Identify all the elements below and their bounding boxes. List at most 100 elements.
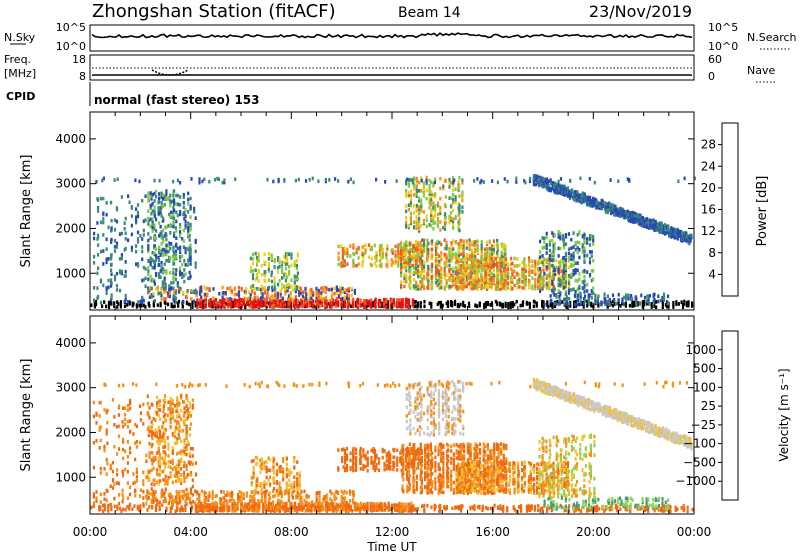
echo-cell bbox=[551, 258, 554, 262]
echo-cell bbox=[384, 180, 387, 184]
echo-cell bbox=[583, 236, 586, 240]
echo-cell bbox=[606, 299, 609, 304]
echo-cell bbox=[400, 245, 403, 249]
echo-cell bbox=[579, 294, 582, 299]
echo-cell bbox=[562, 245, 566, 250]
echo-cell bbox=[460, 285, 463, 289]
echo-cell bbox=[488, 270, 491, 275]
echo-cell bbox=[203, 504, 206, 509]
echo-cell bbox=[432, 183, 435, 188]
echo-cell bbox=[439, 503, 442, 508]
echo-cell bbox=[512, 505, 515, 509]
echo-cell bbox=[257, 302, 260, 307]
echo-cell bbox=[147, 209, 150, 213]
echo-cell bbox=[513, 256, 516, 261]
echo-cell bbox=[528, 305, 531, 309]
echo-cell bbox=[169, 506, 172, 511]
echo-cell bbox=[590, 288, 593, 293]
echo-cell bbox=[489, 275, 492, 279]
echo-cell bbox=[254, 299, 257, 303]
echo-cell bbox=[375, 250, 378, 255]
echo-cell bbox=[251, 257, 255, 261]
echo-cell bbox=[539, 259, 542, 263]
echo-cell bbox=[113, 218, 117, 222]
echo-cell bbox=[555, 293, 558, 297]
echo-cell bbox=[496, 271, 499, 276]
echo-cell bbox=[142, 233, 145, 237]
echo-cell bbox=[174, 509, 177, 514]
echo-cell bbox=[436, 252, 439, 257]
echo-cell bbox=[131, 507, 134, 511]
echo-cell bbox=[486, 506, 489, 511]
echo-cell bbox=[304, 288, 307, 293]
echo-cell bbox=[321, 303, 324, 308]
echo-cell bbox=[247, 296, 251, 301]
echo-cell bbox=[113, 274, 117, 279]
echo-cell bbox=[218, 291, 221, 296]
echo-cell bbox=[351, 509, 354, 513]
echo-cell bbox=[311, 176, 314, 181]
echo-cell bbox=[682, 231, 685, 235]
echo-cell bbox=[545, 265, 548, 269]
echo-cell bbox=[115, 283, 119, 288]
echo-cell bbox=[187, 232, 190, 237]
echo-cell bbox=[501, 304, 505, 309]
echo-cell bbox=[494, 257, 497, 261]
echo-cell bbox=[583, 302, 586, 306]
echo-cell bbox=[494, 299, 497, 304]
echo-cell bbox=[343, 250, 346, 254]
echo-cell bbox=[415, 194, 418, 199]
echo-cell bbox=[270, 270, 273, 274]
echo-cell bbox=[415, 247, 418, 251]
echo-cell bbox=[445, 246, 448, 251]
echo-cell bbox=[578, 290, 581, 295]
echo-cell bbox=[337, 244, 340, 249]
echo-cell bbox=[490, 277, 493, 281]
echo-cell bbox=[496, 248, 499, 252]
echo-cell bbox=[229, 286, 232, 290]
echo-cell bbox=[545, 267, 548, 272]
echo-cell bbox=[534, 261, 537, 266]
echo-cell bbox=[179, 248, 182, 252]
echo-cell bbox=[164, 297, 167, 301]
echo-cell bbox=[426, 258, 429, 263]
echo-cell bbox=[337, 303, 340, 308]
echo-cell bbox=[562, 238, 566, 243]
echo-cell bbox=[603, 509, 606, 513]
echo-cell bbox=[524, 180, 527, 185]
echo-cell bbox=[142, 219, 145, 224]
echo-cell bbox=[545, 273, 548, 278]
echo-cell bbox=[254, 277, 257, 282]
echo-cell bbox=[142, 265, 145, 270]
echo-cell bbox=[409, 215, 413, 220]
echo-cell bbox=[399, 302, 402, 306]
echo-cell bbox=[94, 300, 98, 304]
echo-cell bbox=[208, 179, 211, 184]
echo-cell bbox=[523, 286, 526, 290]
echo-cell bbox=[432, 201, 435, 205]
echo-cell bbox=[445, 244, 448, 248]
echo-cell bbox=[182, 201, 185, 205]
echo-cell bbox=[445, 264, 448, 268]
echo-cell bbox=[133, 504, 136, 508]
echo-cell bbox=[377, 298, 381, 303]
echo-cell bbox=[102, 509, 105, 513]
echo-cell bbox=[436, 245, 439, 250]
echo-cell bbox=[105, 247, 108, 251]
echo-cell bbox=[493, 503, 496, 508]
echo-cell bbox=[539, 250, 542, 254]
echo-cell bbox=[157, 291, 160, 296]
echo-cell bbox=[265, 300, 268, 305]
echo-cell bbox=[153, 279, 156, 283]
echo-cell bbox=[305, 296, 308, 300]
echo-cell bbox=[502, 275, 505, 279]
echo-cell bbox=[148, 304, 151, 308]
echo-cell bbox=[251, 284, 255, 288]
echo-cell bbox=[271, 303, 274, 307]
echo-cell bbox=[169, 193, 172, 198]
echo-cell bbox=[483, 251, 487, 256]
echo-cell bbox=[198, 180, 201, 185]
echo-cell bbox=[619, 304, 622, 308]
echo-cell bbox=[488, 246, 491, 251]
echo-cell bbox=[556, 299, 559, 304]
